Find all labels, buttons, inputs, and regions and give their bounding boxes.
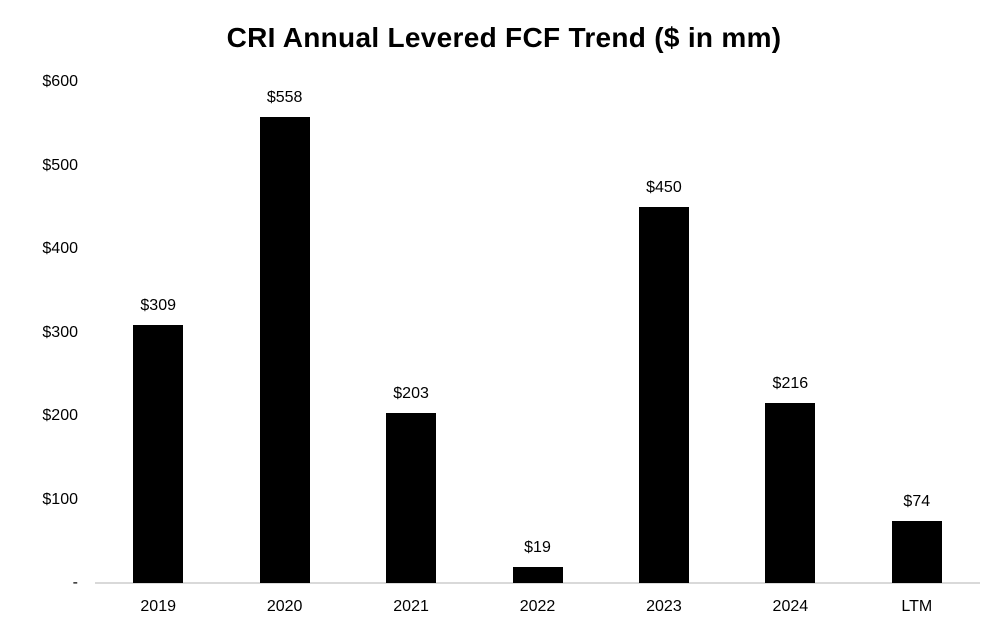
y-axis: $600 $500 $400 $300 $200 $100 - (0, 0, 78, 643)
bar-value-label: $309 (140, 296, 176, 314)
y-tick-label: $300 (42, 323, 78, 341)
x-tick-label: 2020 (266, 598, 303, 615)
plot-area: $309 2019 $558 2020 $203 2021 $19 2022 $450 2023 $… (95, 0, 980, 643)
chart-title: CRI Annual Levered FCF Trend ($ in mm) (226, 22, 782, 53)
bar-value-label: $216 (772, 374, 809, 392)
bar-value-label: $558 (266, 89, 303, 107)
x-axis-line (95, 582, 980, 584)
x-tick-label: 2019 (140, 598, 176, 615)
x-tick-label: 2023 (646, 598, 682, 615)
y-tick-label: $100 (42, 490, 78, 508)
y-tick-label: $600 (42, 73, 78, 90)
y-tick-label: - (72, 574, 78, 591)
y-tick-label: $400 (42, 240, 78, 257)
bar-2024 (765, 402, 816, 583)
bar-2023 (638, 207, 689, 583)
bar-2021 (386, 413, 437, 583)
bar-value-label: $19 (524, 539, 551, 557)
bar-value-label: $74 (903, 493, 931, 511)
x-tick-label: 2021 (393, 598, 429, 615)
bar-2019 (133, 324, 184, 583)
bar-value-label: $450 (646, 179, 682, 197)
y-tick-label: $500 (42, 156, 78, 174)
bar-value-label: $203 (393, 385, 429, 403)
x-tick-label: LTM (901, 598, 933, 615)
x-tick-label: 2024 (772, 598, 809, 615)
x-tick-label: 2022 (519, 598, 556, 615)
bar-2022 (512, 567, 563, 583)
bar-ltm (891, 521, 942, 583)
bar-2020 (259, 117, 310, 583)
y-tick-label: $200 (42, 407, 78, 424)
